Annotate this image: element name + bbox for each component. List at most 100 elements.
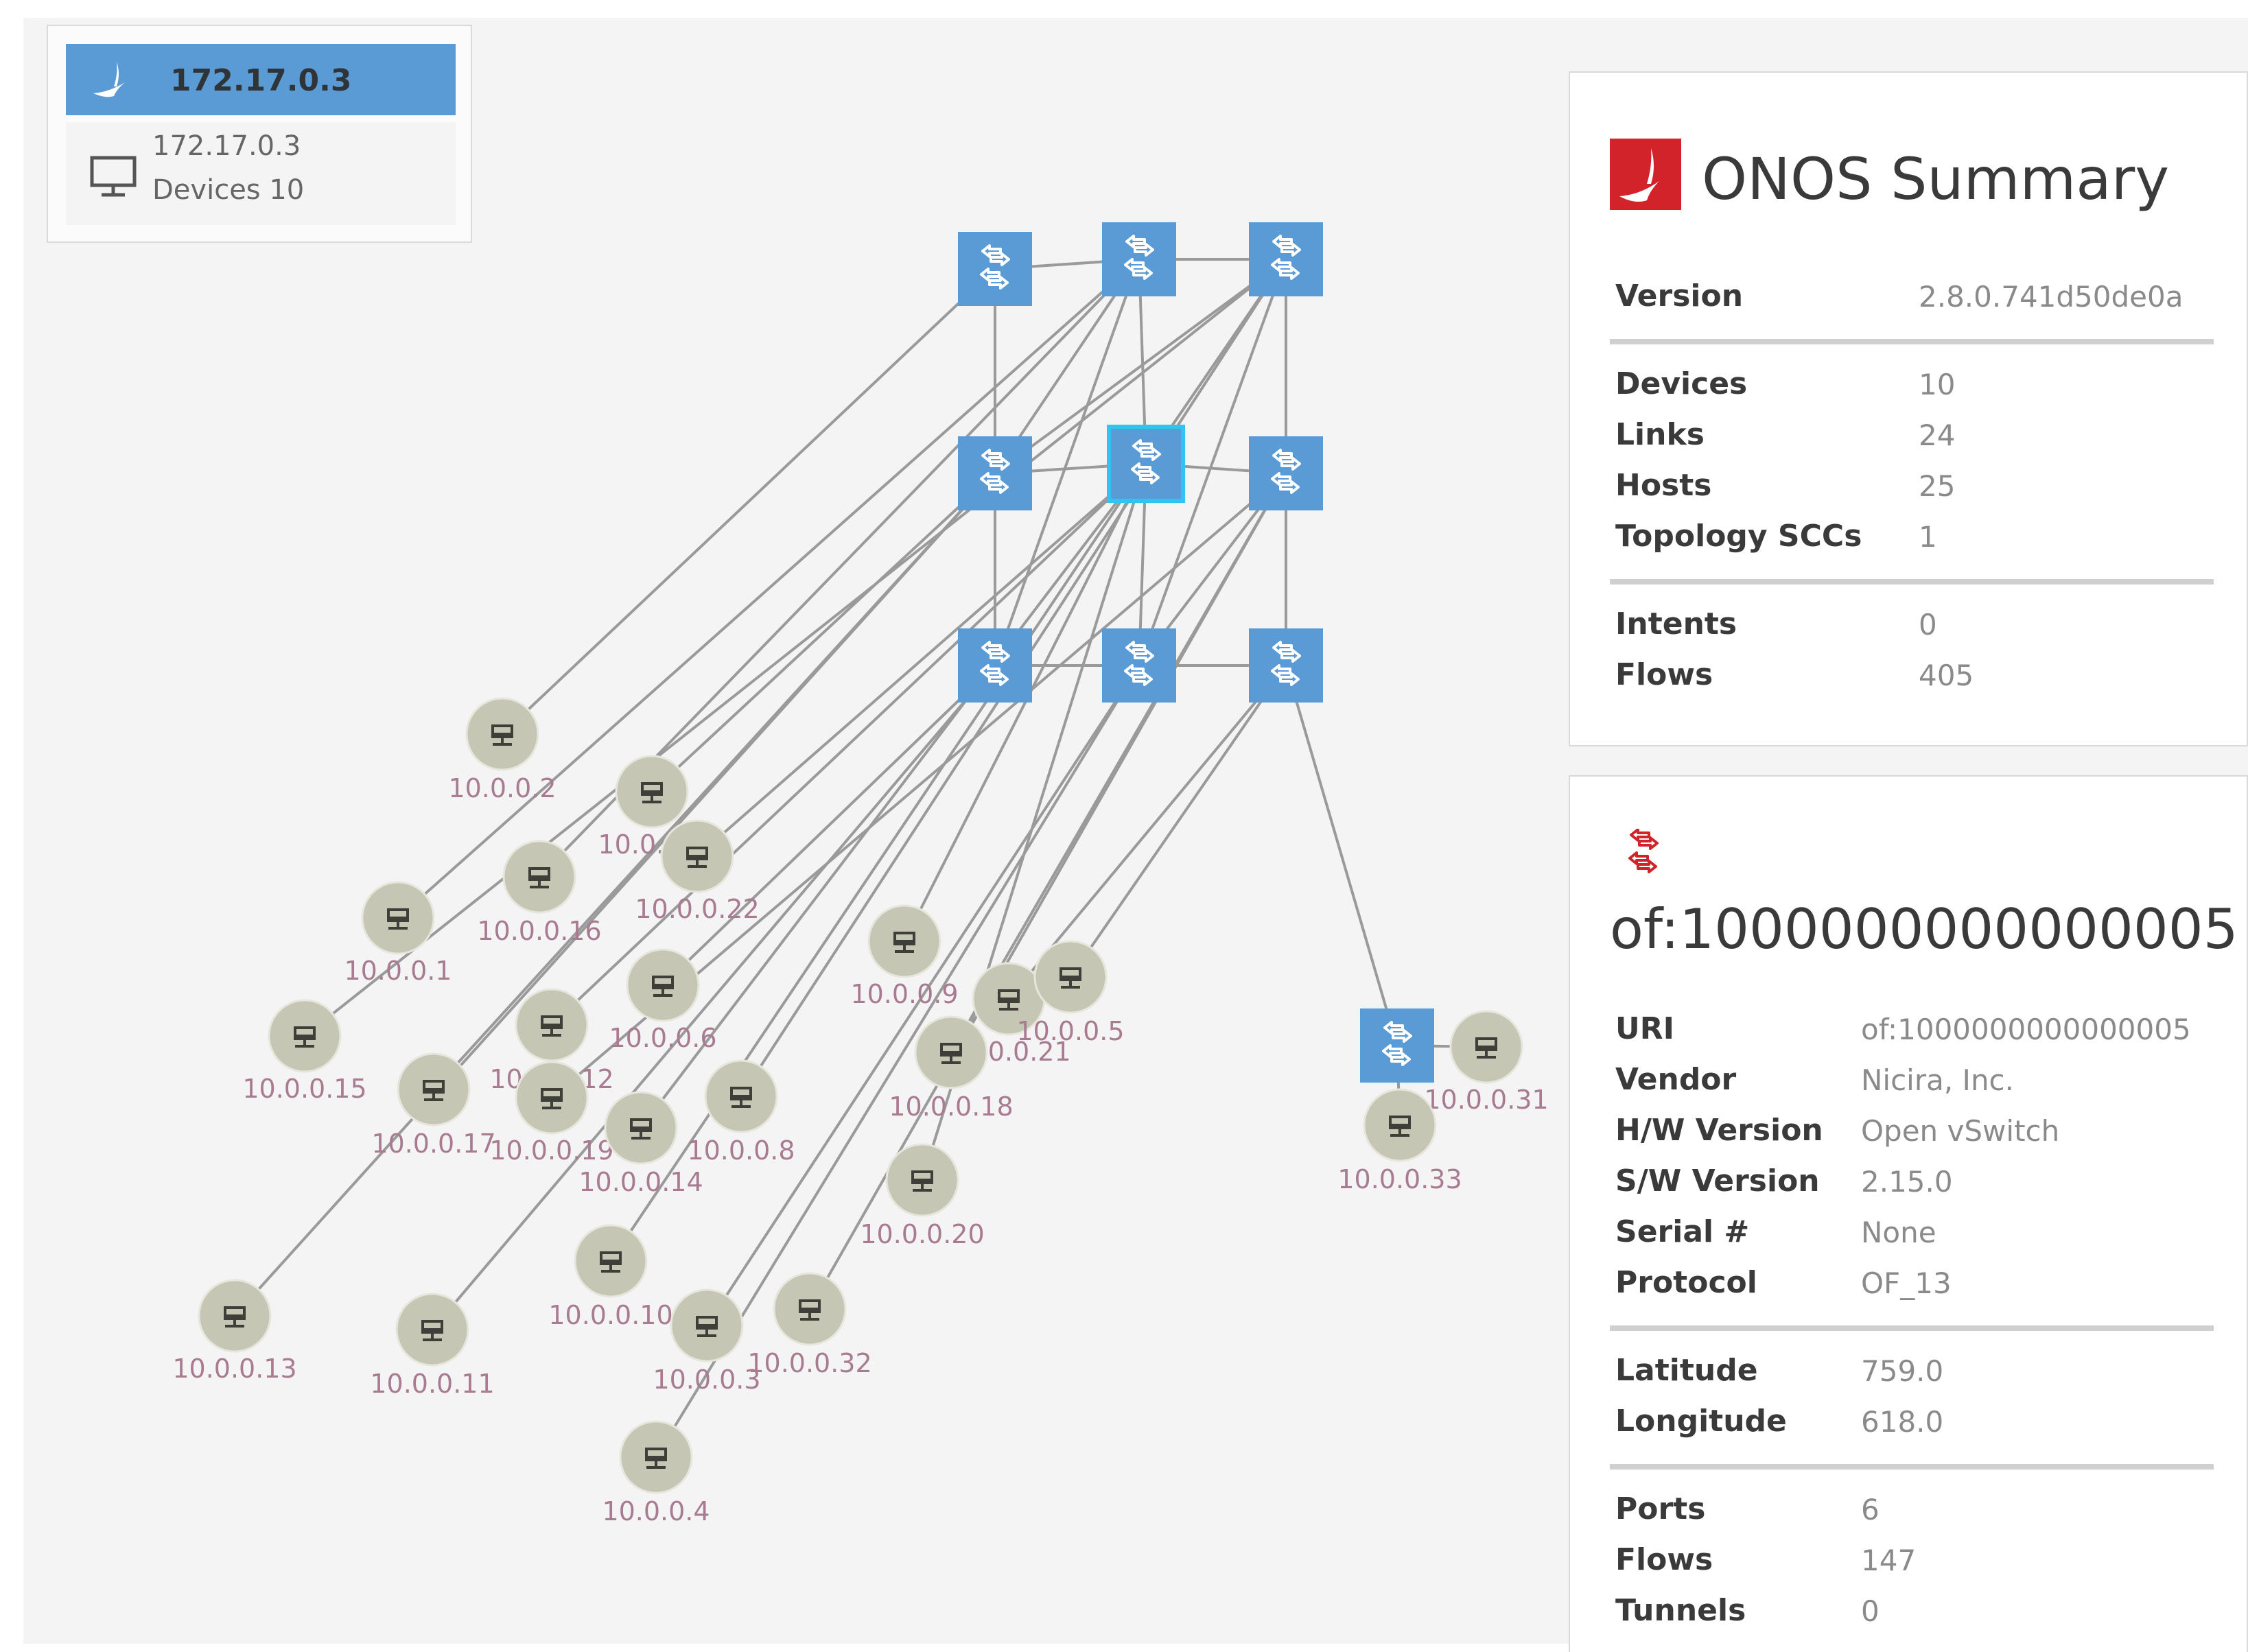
topology-link[interactable]: [1007, 664, 1287, 1000]
host-label: 10.0.0.3: [653, 1365, 760, 1395]
topology-link[interactable]: [1285, 665, 1398, 1046]
host-label: 10.0.0.15: [242, 1074, 366, 1104]
switch-node-s4[interactable]: [958, 436, 1032, 510]
host-label: 10.0.0.22: [635, 894, 759, 924]
instance-ip: 172.17.0.3: [152, 130, 301, 162]
host-node-h13[interactable]: 10.0.0.13: [172, 1279, 297, 1384]
host-node-h3[interactable]: 10.0.0.3: [653, 1288, 761, 1395]
host-node-h1[interactable]: 10.0.0.1: [344, 881, 452, 986]
host-label: 10.0.0.16: [477, 916, 601, 946]
host-label: 10.0.0.5: [1016, 1016, 1124, 1046]
host-node-h11[interactable]: 10.0.0.11: [370, 1293, 495, 1399]
switch-node-s1[interactable]: [958, 232, 1032, 306]
host-node-h15[interactable]: 10.0.0.15: [242, 999, 367, 1104]
device-row-latitude: Latitude 759.0: [1615, 1353, 1944, 1388]
topology-link[interactable]: [661, 664, 996, 987]
switch-node-s5[interactable]: [1107, 425, 1185, 503]
device-divider: [1610, 1325, 2214, 1331]
topology-link[interactable]: [950, 472, 1287, 1054]
device-row-uri: URI of:1000000000000005: [1615, 1011, 2191, 1046]
host-node-h32[interactable]: 10.0.0.32: [747, 1272, 872, 1378]
switch-node-s2[interactable]: [1102, 222, 1176, 296]
device-row-tunnels: Tunnels 0: [1615, 1593, 1880, 1628]
switch-node-s3[interactable]: [1249, 222, 1323, 296]
topology-link[interactable]: [1138, 259, 1287, 666]
device-divider: [1610, 1464, 2214, 1470]
host-label: 10.0.0.20: [860, 1219, 984, 1249]
topology-link[interactable]: [431, 664, 996, 1331]
host-label: 10.0.0.18: [889, 1092, 1013, 1122]
monitor-icon: [90, 156, 137, 197]
topology-link[interactable]: [1069, 664, 1287, 978]
device-row-longitude: Longitude 618.0: [1615, 1404, 1944, 1439]
host-label: 10.0.0.32: [747, 1348, 871, 1378]
host-node-h9[interactable]: 10.0.0.9: [850, 904, 959, 1009]
host-node-h6[interactable]: 10.0.0.6: [609, 948, 717, 1053]
host-node-h8[interactable]: 10.0.0.8: [687, 1059, 795, 1166]
topology-link[interactable]: [994, 259, 1140, 666]
host-label: 10.0.0.8: [687, 1135, 795, 1166]
topology-link[interactable]: [609, 462, 1147, 1262]
device-row-vendor: Vendor Nicira, Inc.: [1615, 1062, 2015, 1097]
topology-link[interactable]: [696, 462, 1147, 858]
instance-device-count: Devices 10: [152, 174, 305, 206]
host-label: 10.0.0.10: [548, 1300, 672, 1330]
topology-switches: [958, 222, 1434, 1083]
summary-row-topology-sccs: Topology SCCs 1: [1615, 519, 1937, 554]
host-label: 10.0.0.6: [609, 1023, 716, 1053]
host-label: 10.0.0.19: [489, 1135, 613, 1166]
device-row-protocol: Protocol OF_13: [1615, 1265, 1952, 1300]
device-row-flows: Flows 147: [1615, 1542, 1917, 1577]
host-node-h5[interactable]: 10.0.0.5: [1016, 940, 1125, 1046]
summary-row-devices: Devices 10: [1615, 366, 1956, 401]
summary-divider: [1610, 579, 2214, 585]
host-label: 10.0.0.17: [371, 1129, 495, 1159]
host-node-h14[interactable]: 10.0.0.14: [578, 1091, 703, 1197]
host-node-h16[interactable]: 10.0.0.16: [477, 840, 602, 946]
host-label: 10.0.0.4: [602, 1496, 710, 1526]
host-label: 10.0.0.31: [1424, 1085, 1548, 1115]
host-node-h19[interactable]: 10.0.0.19: [489, 1061, 614, 1166]
summary-row-links: Links 24: [1615, 417, 1956, 452]
switch-node-s7[interactable]: [958, 628, 1032, 703]
topology-link[interactable]: [303, 258, 1287, 1037]
topology-link[interactable]: [501, 268, 996, 735]
host-node-h20[interactable]: 10.0.0.20: [860, 1143, 985, 1249]
host-node-h17[interactable]: 10.0.0.17: [371, 1052, 496, 1159]
host-node-h4[interactable]: 10.0.0.4: [602, 1420, 710, 1526]
instance-header[interactable]: 172.17.0.3: [66, 44, 456, 115]
topology-link[interactable]: [651, 472, 996, 793]
switch-node-s10[interactable]: [1360, 1008, 1434, 1083]
device-row-serial: Serial # None: [1615, 1214, 1936, 1249]
host-node-h10[interactable]: 10.0.0.10: [548, 1224, 673, 1330]
host-label: 10.0.0.33: [1337, 1164, 1462, 1194]
topology-link[interactable]: [640, 462, 1147, 1129]
host-node-h33[interactable]: 10.0.0.33: [1337, 1088, 1462, 1194]
topology-link[interactable]: [233, 472, 996, 1317]
summary-divider: [1610, 339, 2214, 344]
topology-hosts: 10.0.0.2 10.0.0.1 10.0.0.15 10.0.0.16 10.0.0…: [172, 697, 1549, 1526]
onos-summary-panel: ONOS Summary Version 2.8.0.741d50de0a Dev…: [1569, 71, 2248, 746]
instance-details: 172.17.0.3 Devices 10: [66, 122, 456, 225]
host-label: 10.0.0.9: [850, 979, 958, 1009]
onos-logo-icon: [1610, 139, 1681, 210]
host-label: 10.0.0.1: [344, 956, 452, 986]
summary-row-hosts: Hosts 25: [1615, 468, 1956, 503]
device-row-sw-version: S/W Version 2.15.0: [1615, 1164, 1953, 1199]
host-node-h31[interactable]: 10.0.0.31: [1424, 1010, 1549, 1115]
summary-row-intents: Intents 0: [1615, 606, 1937, 641]
host-node-h22[interactable]: 10.0.0.22: [635, 819, 760, 924]
switch-node-s8[interactable]: [1102, 628, 1176, 703]
summary-title: ONOS Summary: [1702, 145, 2170, 213]
host-node-h2[interactable]: 10.0.0.2: [448, 697, 557, 803]
switch-node-s6[interactable]: [1249, 436, 1323, 510]
switch-node-s9[interactable]: [1249, 628, 1323, 703]
topology-link[interactable]: [550, 462, 1147, 1026]
topology-link[interactable]: [705, 664, 1140, 1327]
host-node-h18[interactable]: 10.0.0.18: [889, 1015, 1014, 1122]
instance-panel: 172.17.0.3 172.17.0.3 Devices 10: [47, 25, 472, 243]
topology-link[interactable]: [397, 258, 1140, 919]
switch-icon: [1628, 829, 1659, 873]
topology-link[interactable]: [994, 258, 1287, 475]
